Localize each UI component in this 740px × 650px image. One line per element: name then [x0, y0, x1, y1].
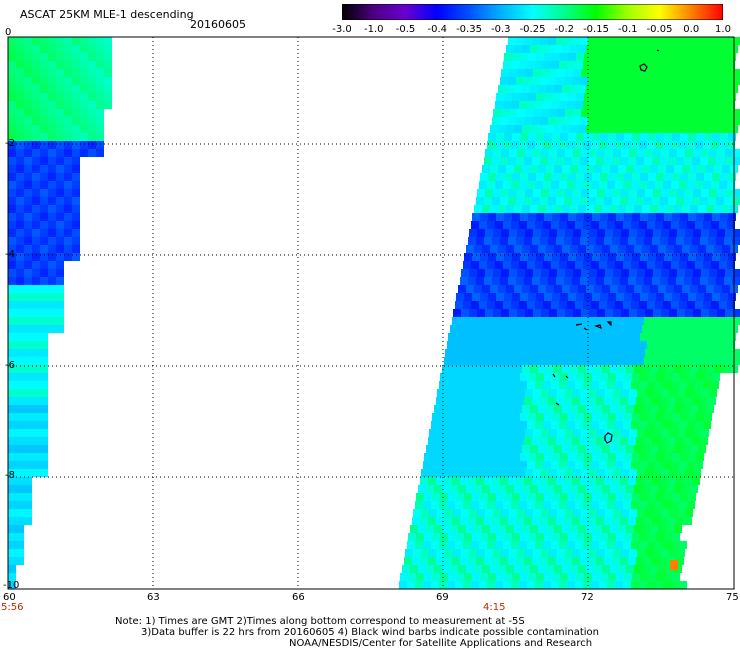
note-line-2: 3)Data buffer is 22 hrs from 20160605 4)…: [141, 627, 599, 638]
colorbar-label: -3.0: [332, 24, 352, 35]
colorbar-label: -0.5: [395, 24, 416, 35]
colorbar-label: -0.1: [617, 24, 638, 35]
pass-time-left: 5:56: [1, 602, 24, 613]
island-outline: [575, 323, 602, 331]
island-outlines: [552, 49, 660, 444]
high-value-pixel: [670, 560, 678, 570]
x-tick-1: 63: [147, 592, 160, 603]
note-line-1: Note: 1) Times are GMT 2)Times along bot…: [115, 616, 525, 627]
y-tick-3: -6: [5, 360, 15, 371]
island-outline: [606, 321, 612, 327]
y-tick-0: 0: [5, 27, 12, 38]
footnotes: Note: 1) Times are GMT 2)Times along bot…: [115, 616, 599, 649]
x-tick-3: 69: [436, 592, 449, 603]
x-tick-4: 72: [581, 592, 594, 603]
colorbar-labels: -3.0 -1.0 -0.5 -0.4 -0.35 -0.3 -0.25 -0.2 -0.15-…: [330, 24, 731, 38]
y-tick-2: -4: [5, 249, 15, 260]
y-tick-4: -8: [5, 470, 15, 481]
map-date: 20160605: [190, 18, 246, 31]
island-outline: [639, 63, 648, 72]
colorbar-label: -0.2: [554, 24, 575, 35]
island-outline: [656, 49, 660, 52]
y-tick-1: -2: [5, 138, 15, 149]
note-line-3: NOAA/NESDIS/Center for Satellite Applica…: [289, 638, 593, 649]
colorbar-label: -0.3: [490, 24, 511, 35]
colorbar-label: -0.25: [519, 24, 546, 35]
colorbar-label: -0.15: [583, 24, 609, 35]
colorbar-label: -1.0: [363, 24, 384, 35]
pass-time-right: 4:15: [483, 602, 506, 613]
island-outline: [552, 373, 569, 406]
colorbar-label: -0.4: [427, 24, 448, 35]
colorbar-label: 0.0: [683, 24, 700, 35]
colorbar-label: -0.35: [456, 24, 482, 35]
gridlines: [8, 37, 734, 589]
colorbar: [342, 4, 723, 20]
x-tick-5: 75: [726, 592, 739, 603]
colorbar-label: 1.0: [715, 24, 731, 35]
data-swaths: [8, 37, 740, 589]
colorbar-label: -0.05: [646, 24, 673, 35]
x-tick-2: 66: [292, 592, 305, 603]
map-frame: [7, 36, 735, 590]
colorbar-gradient: [342, 4, 723, 20]
map-title: ASCAT 25KM MLE-1 descending: [20, 8, 194, 21]
x-tick-0: 60: [3, 592, 16, 603]
y-tick-5: -10: [3, 580, 20, 591]
island-outline: [604, 432, 613, 444]
